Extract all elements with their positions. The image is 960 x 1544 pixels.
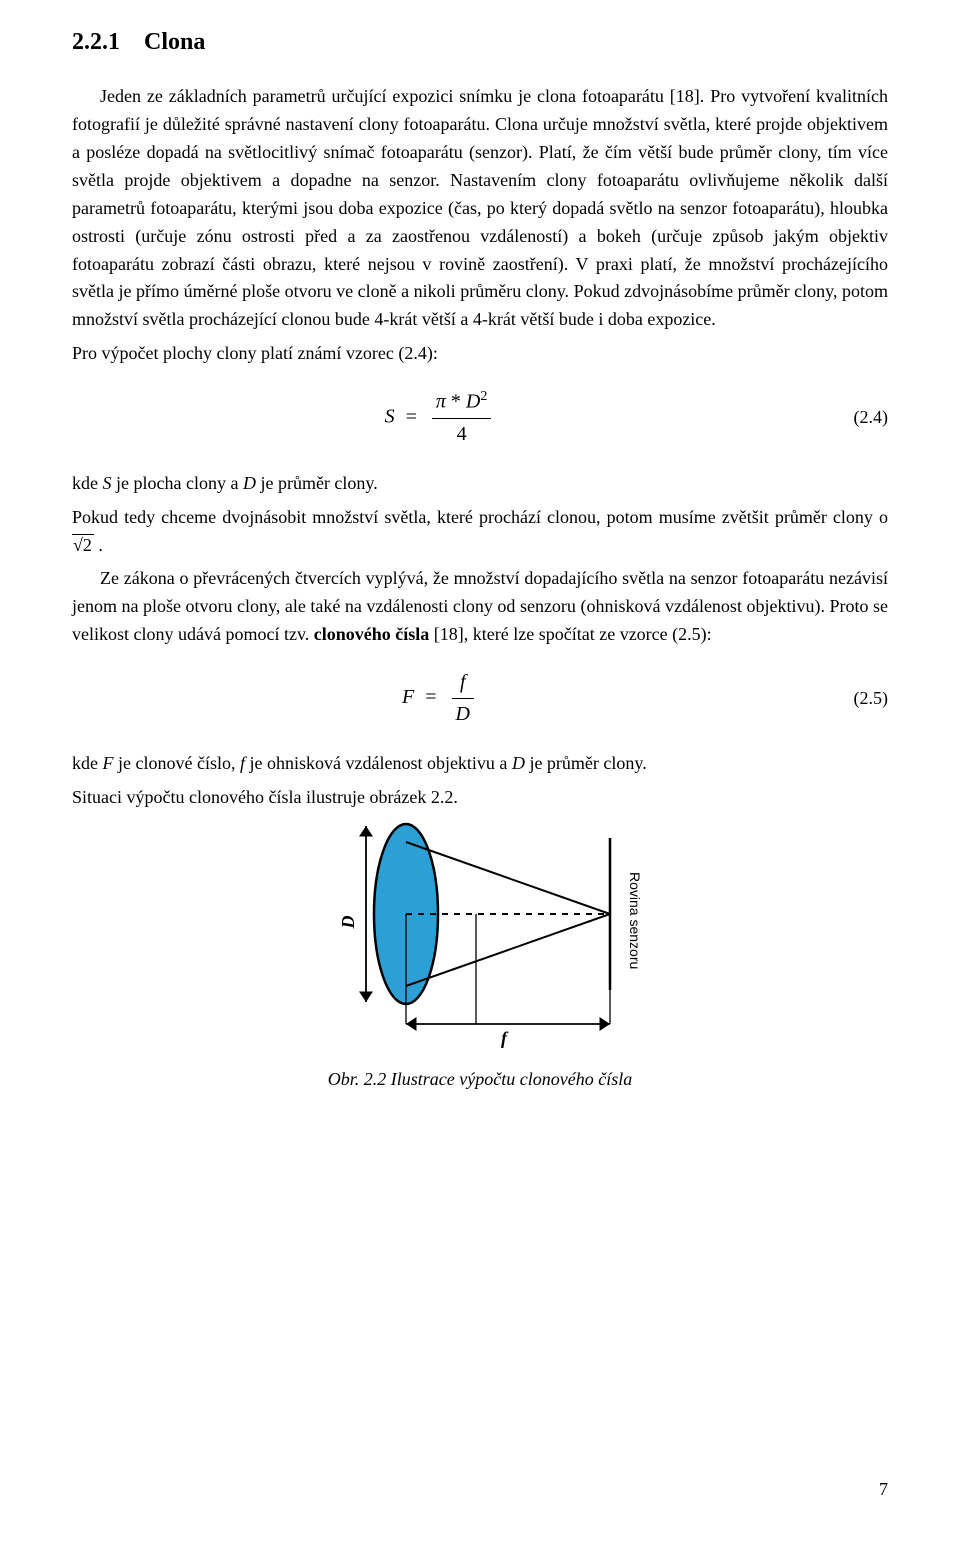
eq24-pi: π — [436, 391, 446, 413]
p6-var-F: F — [103, 753, 114, 773]
section-number: 2.2.1 — [72, 29, 120, 55]
eq25-numerator: f — [452, 667, 474, 699]
svg-text:Rovina senzoru: Rovina senzoru — [627, 872, 643, 969]
p3-prefix: kde — [72, 473, 103, 493]
eq24-star: * — [446, 391, 466, 413]
equation-2-5: F = f D (2.5) — [72, 667, 888, 730]
eq24-fraction: π * D2 4 — [432, 386, 491, 450]
eq24-D: D — [466, 391, 480, 413]
paragraph-5: Ze zákona o převrácených čtvercích vyplý… — [72, 565, 888, 649]
p3-suffix: je průměr clony. — [256, 473, 378, 493]
paragraph-7: Situaci výpočtu clonového čísla ilustruj… — [72, 784, 888, 812]
paragraph-6: kde F je clonové číslo, f je ohnisková v… — [72, 750, 888, 778]
paragraph-2: Pro výpočet plochy clony platí známí vzo… — [72, 340, 888, 368]
eq24-numerator: π * D2 — [432, 386, 491, 419]
p5-suffix: [18], které lze spočítat ze vzorce (2.5)… — [429, 624, 711, 644]
svg-text:f: f — [501, 1028, 509, 1048]
section-heading: 2.2.1 Clona — [72, 24, 888, 61]
eq24-exp: 2 — [480, 389, 487, 404]
paragraph-3: kde S je plocha clony a D je průměr clon… — [72, 470, 888, 498]
figure-2-2-caption: Obr. 2.2 Ilustrace výpočtu clonového čís… — [328, 1066, 632, 1094]
figure-2-2-svg: Df Rovina senzoru — [310, 818, 650, 1058]
svg-text:D: D — [338, 915, 358, 929]
p6-mid1: je clonové číslo, — [114, 753, 240, 773]
eq24-equals: = — [406, 406, 417, 428]
p3-var-D: D — [243, 473, 256, 493]
eq25-equals: = — [425, 686, 436, 708]
equation-2-5-body: F = f D — [72, 667, 808, 730]
p4-sqrt: √2 — [72, 534, 94, 555]
p5-bold-term: clonového čísla — [314, 624, 430, 644]
p4-suffix: . — [94, 535, 103, 555]
p3-mid1: je plocha clony a — [112, 473, 243, 493]
equation-2-4-body: S = π * D2 4 — [72, 386, 808, 450]
eq25-denominator: D — [452, 699, 474, 730]
p6-prefix: kde — [72, 753, 103, 773]
p6-mid2: je ohnisková vzdálenost objektivu a — [245, 753, 512, 773]
paragraph-4: Pokud tedy chceme dvojnásobit množství s… — [72, 504, 888, 560]
equation-2-4-ref: (2.4) — [808, 404, 888, 432]
eq24-denominator: 4 — [432, 419, 491, 450]
page-number: 7 — [879, 1476, 888, 1504]
p6-suffix: je průměr clony. — [525, 753, 647, 773]
eq24-lhs: S — [385, 406, 395, 428]
p6-var-D: D — [512, 753, 525, 773]
equation-2-5-ref: (2.5) — [808, 685, 888, 713]
eq25-fraction: f D — [452, 667, 474, 730]
section-title: Clona — [144, 29, 205, 55]
p3-var-S: S — [103, 473, 112, 493]
figure-2-2: Df Rovina senzoru Obr. 2.2 Ilustrace výpo… — [72, 818, 888, 1094]
equation-2-4: S = π * D2 4 (2.4) — [72, 386, 888, 450]
paragraph-1: Jeden ze základních parametrů určující e… — [72, 83, 888, 334]
p4-prefix: Pokud tedy chceme dvojnásobit množství s… — [72, 507, 888, 527]
eq25-lhs: F — [402, 686, 414, 708]
